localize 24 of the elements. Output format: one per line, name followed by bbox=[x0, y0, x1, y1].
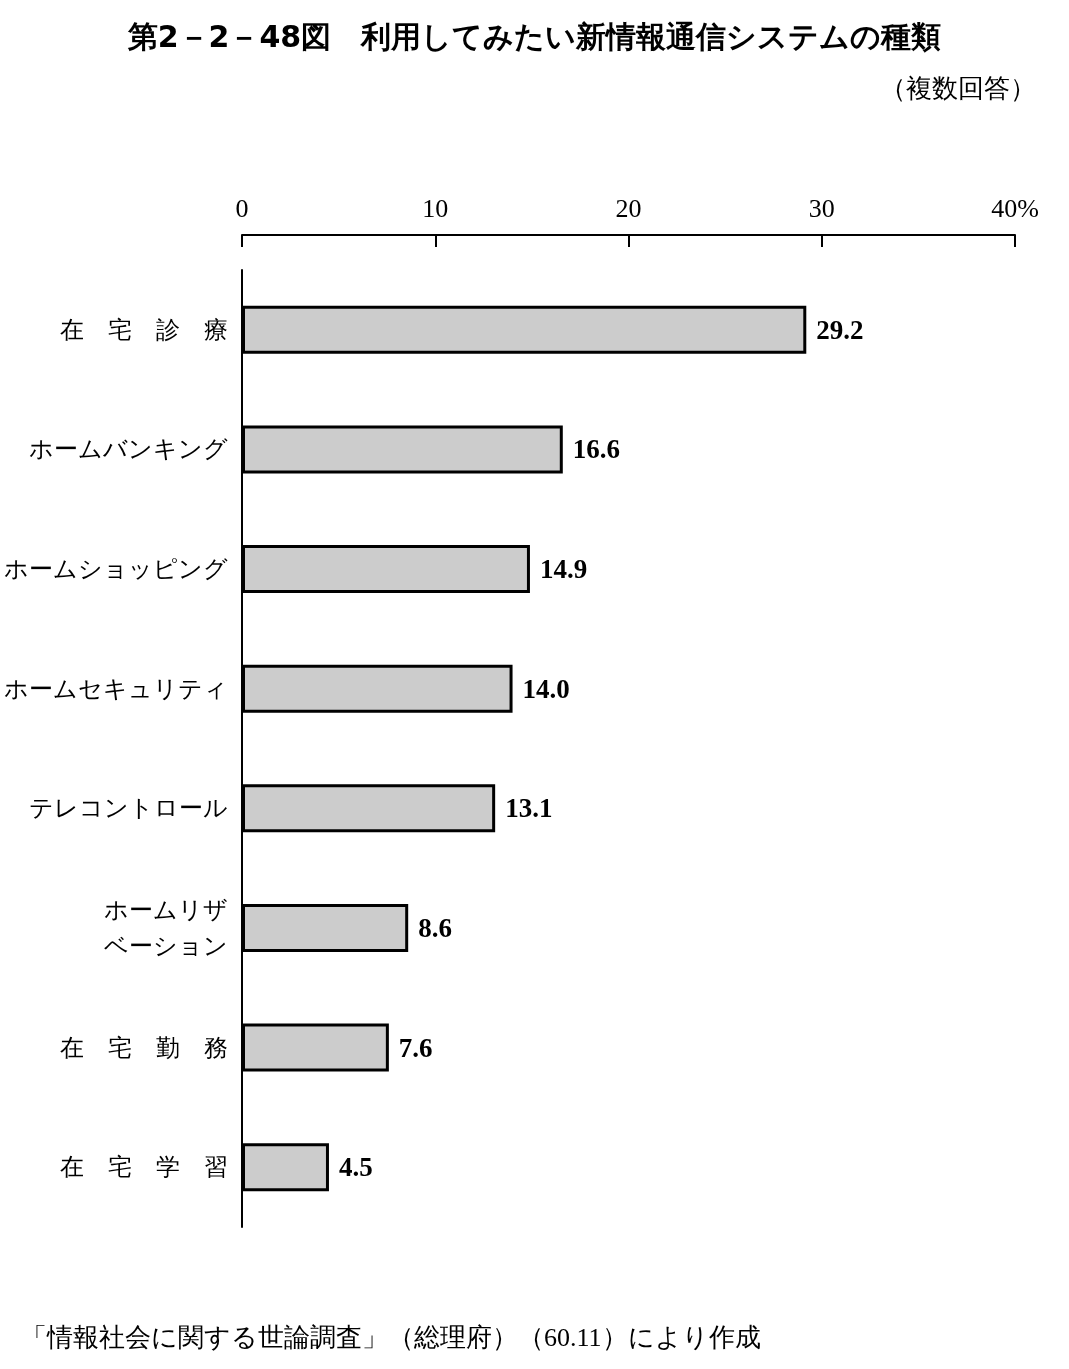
x-tick-label: 20 bbox=[615, 193, 642, 223]
y-tick-label: 在 宅 勤 務 bbox=[60, 1033, 228, 1062]
text: 「情報社会に関する世論調査」（総理府）（60.11）により作成 bbox=[21, 1322, 761, 1352]
y-tick-label: 在 宅 学 習 bbox=[60, 1153, 228, 1182]
y-tick-label: ホームバンキング bbox=[29, 435, 228, 464]
x-tick-label: 40% bbox=[991, 193, 1039, 223]
data-label: 8.6 bbox=[418, 912, 452, 943]
y-tick-label: 在 宅 診 療 bbox=[60, 315, 228, 344]
data-label: 7.6 bbox=[398, 1032, 433, 1063]
chart-title: 第2－2－48図 利用してみたい新情報通信システムの種類 bbox=[126, 18, 942, 54]
data-label: 14.9 bbox=[539, 554, 588, 585]
data-label: 13.1 bbox=[505, 793, 553, 824]
y-tick-label: ホームセキュリティ bbox=[4, 674, 228, 703]
data-label: 4.5 bbox=[338, 1152, 373, 1183]
chart-subtitle: （複数回答） bbox=[880, 73, 1036, 103]
x-tick-label: 0 bbox=[235, 193, 249, 223]
y-tick-label: テレコントロール bbox=[29, 794, 228, 823]
x-tick-label: 30 bbox=[808, 193, 835, 223]
data-label: 16.6 bbox=[572, 434, 621, 465]
data-label: 29.2 bbox=[816, 314, 864, 345]
y-tick-label: ホームリザベーション bbox=[104, 895, 228, 960]
y-tick-label: ホームショッピング bbox=[4, 555, 228, 584]
x-tick-label: 10 bbox=[422, 193, 449, 223]
data-label: 14.0 bbox=[522, 673, 570, 704]
